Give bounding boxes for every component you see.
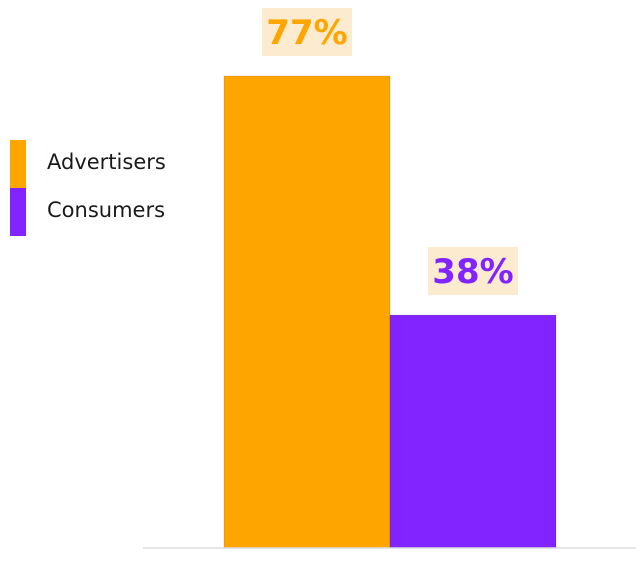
data-label-consumers: 38% xyxy=(432,252,513,292)
bar-consumers xyxy=(389,314,557,549)
legend-swatch-advertisers xyxy=(10,140,26,188)
legend-swatch-consumers xyxy=(10,188,26,236)
data-label-bg-advertisers xyxy=(262,8,352,56)
bar-advertisers xyxy=(223,75,391,549)
legend-label-advertisers: Advertisers xyxy=(47,150,166,174)
data-label-advertisers: 77% xyxy=(266,13,347,53)
data-label-bg-consumers xyxy=(428,247,518,296)
legend-label-consumers: Consumers xyxy=(47,198,166,222)
